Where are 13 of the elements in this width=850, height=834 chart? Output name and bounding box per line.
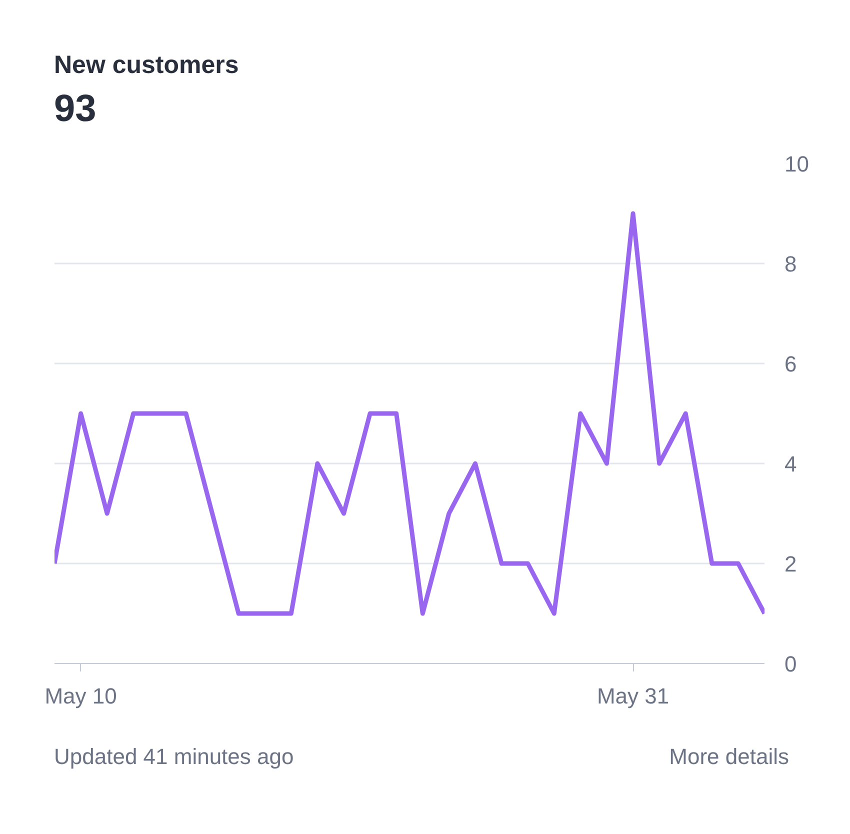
chart-subtitle: 93 [54,87,96,132]
text: Updated 41 minutes ago [54,743,294,771]
x-tick-label: May 10 [44,684,117,708]
y-tick-label: 10 [784,152,809,176]
line-series [54,211,764,616]
y-tick-label: 8 [784,252,797,276]
y-tick-label: 6 [784,352,797,376]
x-tick-label: May 31 [596,684,670,708]
y-tick-label: 0 [784,652,797,676]
y-tick-label: 4 [784,452,797,476]
chart-title: New customers [54,50,239,81]
text: More details [669,743,789,771]
y-tick-label: 2 [784,552,797,576]
